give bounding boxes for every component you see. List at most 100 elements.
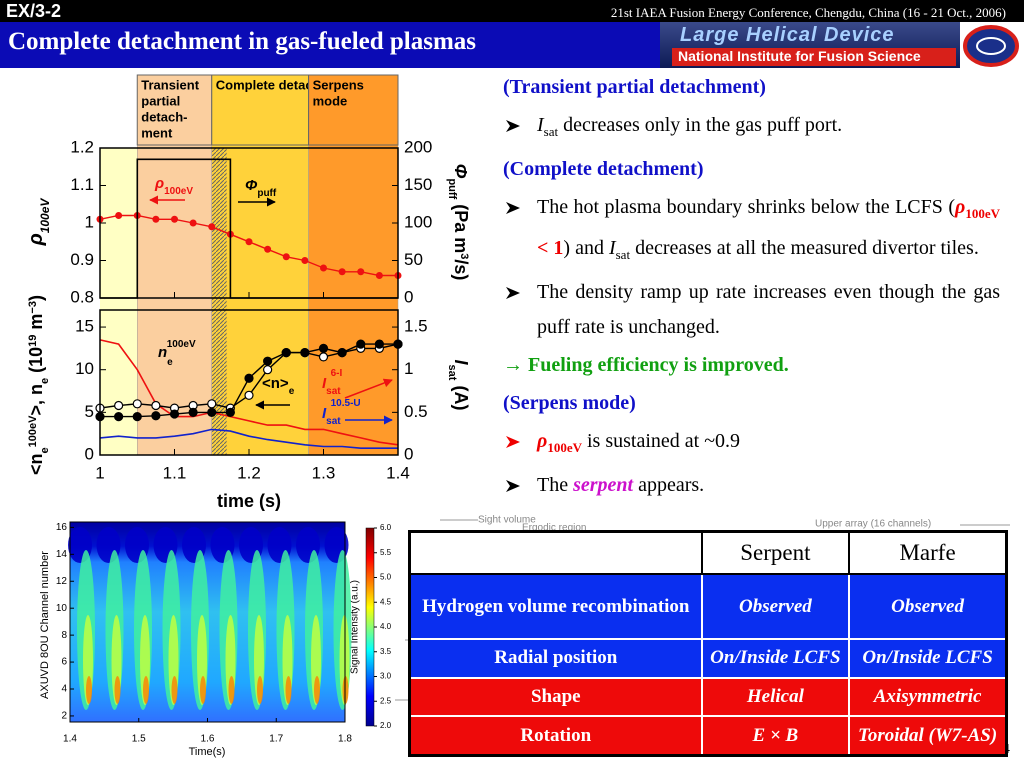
annotation-part: 100eV (164, 186, 193, 197)
phase-label: detach- (141, 109, 187, 124)
cell: Observed (700, 573, 851, 640)
row: Rotation E × B Toroidal (W7-AS) (408, 715, 1008, 757)
series-point (281, 348, 291, 358)
text: The density ramp up rate increases even … (537, 281, 1000, 338)
annotation-part: 10.5-U (331, 398, 361, 409)
series-point (132, 399, 142, 409)
text: serpent (573, 474, 634, 496)
label-part: Φ (451, 164, 471, 179)
cell: Axisymmetric (848, 676, 1008, 718)
annotation-part: I (322, 375, 327, 392)
label-part: ) (26, 295, 46, 301)
series-point (115, 212, 123, 219)
column-header: Marfe (848, 530, 1008, 575)
diagram-label: Sight volume (478, 515, 536, 526)
row: Radial position On/Inside LCFS On/Inside L… (408, 638, 1008, 679)
text: decreases only in the gas puff port. (558, 114, 843, 136)
annotation: Isat 6-I (322, 368, 343, 397)
row-label: Shape (408, 676, 703, 718)
y2-tick-label: 100 (404, 212, 432, 231)
series-point (318, 352, 329, 362)
label-part: (A) (451, 380, 471, 410)
label-part: −3 (27, 301, 39, 314)
series-point (338, 268, 346, 276)
series-point (114, 412, 124, 422)
annotation-part: puff (257, 188, 277, 199)
label-part: >, n (26, 384, 46, 416)
top-bar (0, 0, 1024, 22)
phase-label: ment (141, 125, 173, 140)
series-point (263, 356, 273, 366)
annotation-part: sat (326, 386, 341, 397)
series-line (99, 428, 398, 449)
x-tick-label: 1.6 (201, 734, 215, 745)
series-point (263, 365, 273, 375)
series-point (132, 412, 142, 422)
y-tick-label: 0 (85, 444, 94, 463)
text: is sustained at ~0.9 (581, 430, 741, 452)
series-point (171, 215, 178, 223)
y2-tick-label: 0 (404, 287, 413, 306)
series-point (151, 411, 161, 421)
text: ρ (537, 430, 548, 452)
contour-hot (285, 676, 292, 704)
label-part: puff (446, 178, 458, 199)
series-point (245, 238, 253, 246)
title-bar (0, 22, 660, 68)
y2-tick-label: 0 (404, 444, 413, 463)
label-part: 3 (458, 253, 470, 259)
panel-frame (99, 147, 399, 299)
text: 100eV (547, 440, 582, 455)
cell: Helical (700, 676, 851, 718)
cell: Observed (848, 573, 1008, 640)
text: 100eV (965, 206, 1000, 221)
y2-tick-label: 50 (404, 250, 423, 269)
annotation-part: 100eV (167, 339, 196, 350)
conclusion: → Fueling efficiency is improved. (503, 354, 789, 376)
colorbar-tick-label: 4.0 (380, 622, 392, 631)
phase-label: mode (313, 93, 348, 108)
diagram-label: Upper array (16 channels) (815, 519, 931, 530)
y-axis-label: AXUVD 8OU Channel number (39, 551, 51, 699)
series-point (282, 253, 290, 261)
colorbar-tick-label: 2.5 (380, 696, 392, 705)
x-tick-label: 1 (95, 463, 104, 482)
contour-hot (171, 676, 178, 704)
x-axis-label: Time(s) (189, 746, 226, 758)
x-axis-label: time (s) (217, 491, 281, 511)
label-part: m (26, 314, 46, 335)
y-tick-label: 14 (56, 549, 68, 560)
bullet: The serpent appears. (503, 468, 1000, 503)
contour-hot (114, 676, 121, 704)
annotation-part: e (167, 357, 173, 368)
text: appears. (633, 474, 705, 496)
row-label: Radial position (408, 638, 703, 679)
y2-axis-label: Isat (A) (446, 360, 471, 411)
series-point (320, 264, 327, 272)
panel-frame (99, 309, 399, 456)
contour-hot (143, 676, 149, 704)
colorbar-tick-label: 6.0 (380, 523, 392, 532)
colorbar-tick-label: 5.0 (380, 573, 392, 582)
phase-label: partial (141, 93, 180, 108)
cell: On/Inside LCFS (700, 638, 851, 679)
x-tick-label: 1.5 (132, 734, 146, 745)
y-axis-label: <ne100eV>, ne (1019 m−3) (26, 295, 51, 475)
bullet: The density ramp up rate increases even … (503, 275, 1000, 345)
logo-band (672, 48, 956, 66)
diagram-label: Ergodic region (522, 523, 586, 534)
y-tick-label: 1.1 (70, 175, 94, 194)
series-point (244, 373, 254, 383)
text: ) and (563, 237, 609, 259)
x-tick-label: 1.4 (63, 734, 77, 745)
text: I (608, 237, 616, 259)
y2-axis-label: Φpuff (Pa m3/s) (446, 164, 471, 281)
column-header: Serpent (700, 530, 851, 575)
y2-tick-label: 0.5 (404, 402, 428, 421)
label-part: /s) (451, 259, 471, 280)
annotation-part: sat (326, 416, 341, 427)
phase-label: Serpens (313, 77, 364, 92)
series-point (225, 407, 235, 417)
cell: On/Inside LCFS (848, 638, 1008, 679)
